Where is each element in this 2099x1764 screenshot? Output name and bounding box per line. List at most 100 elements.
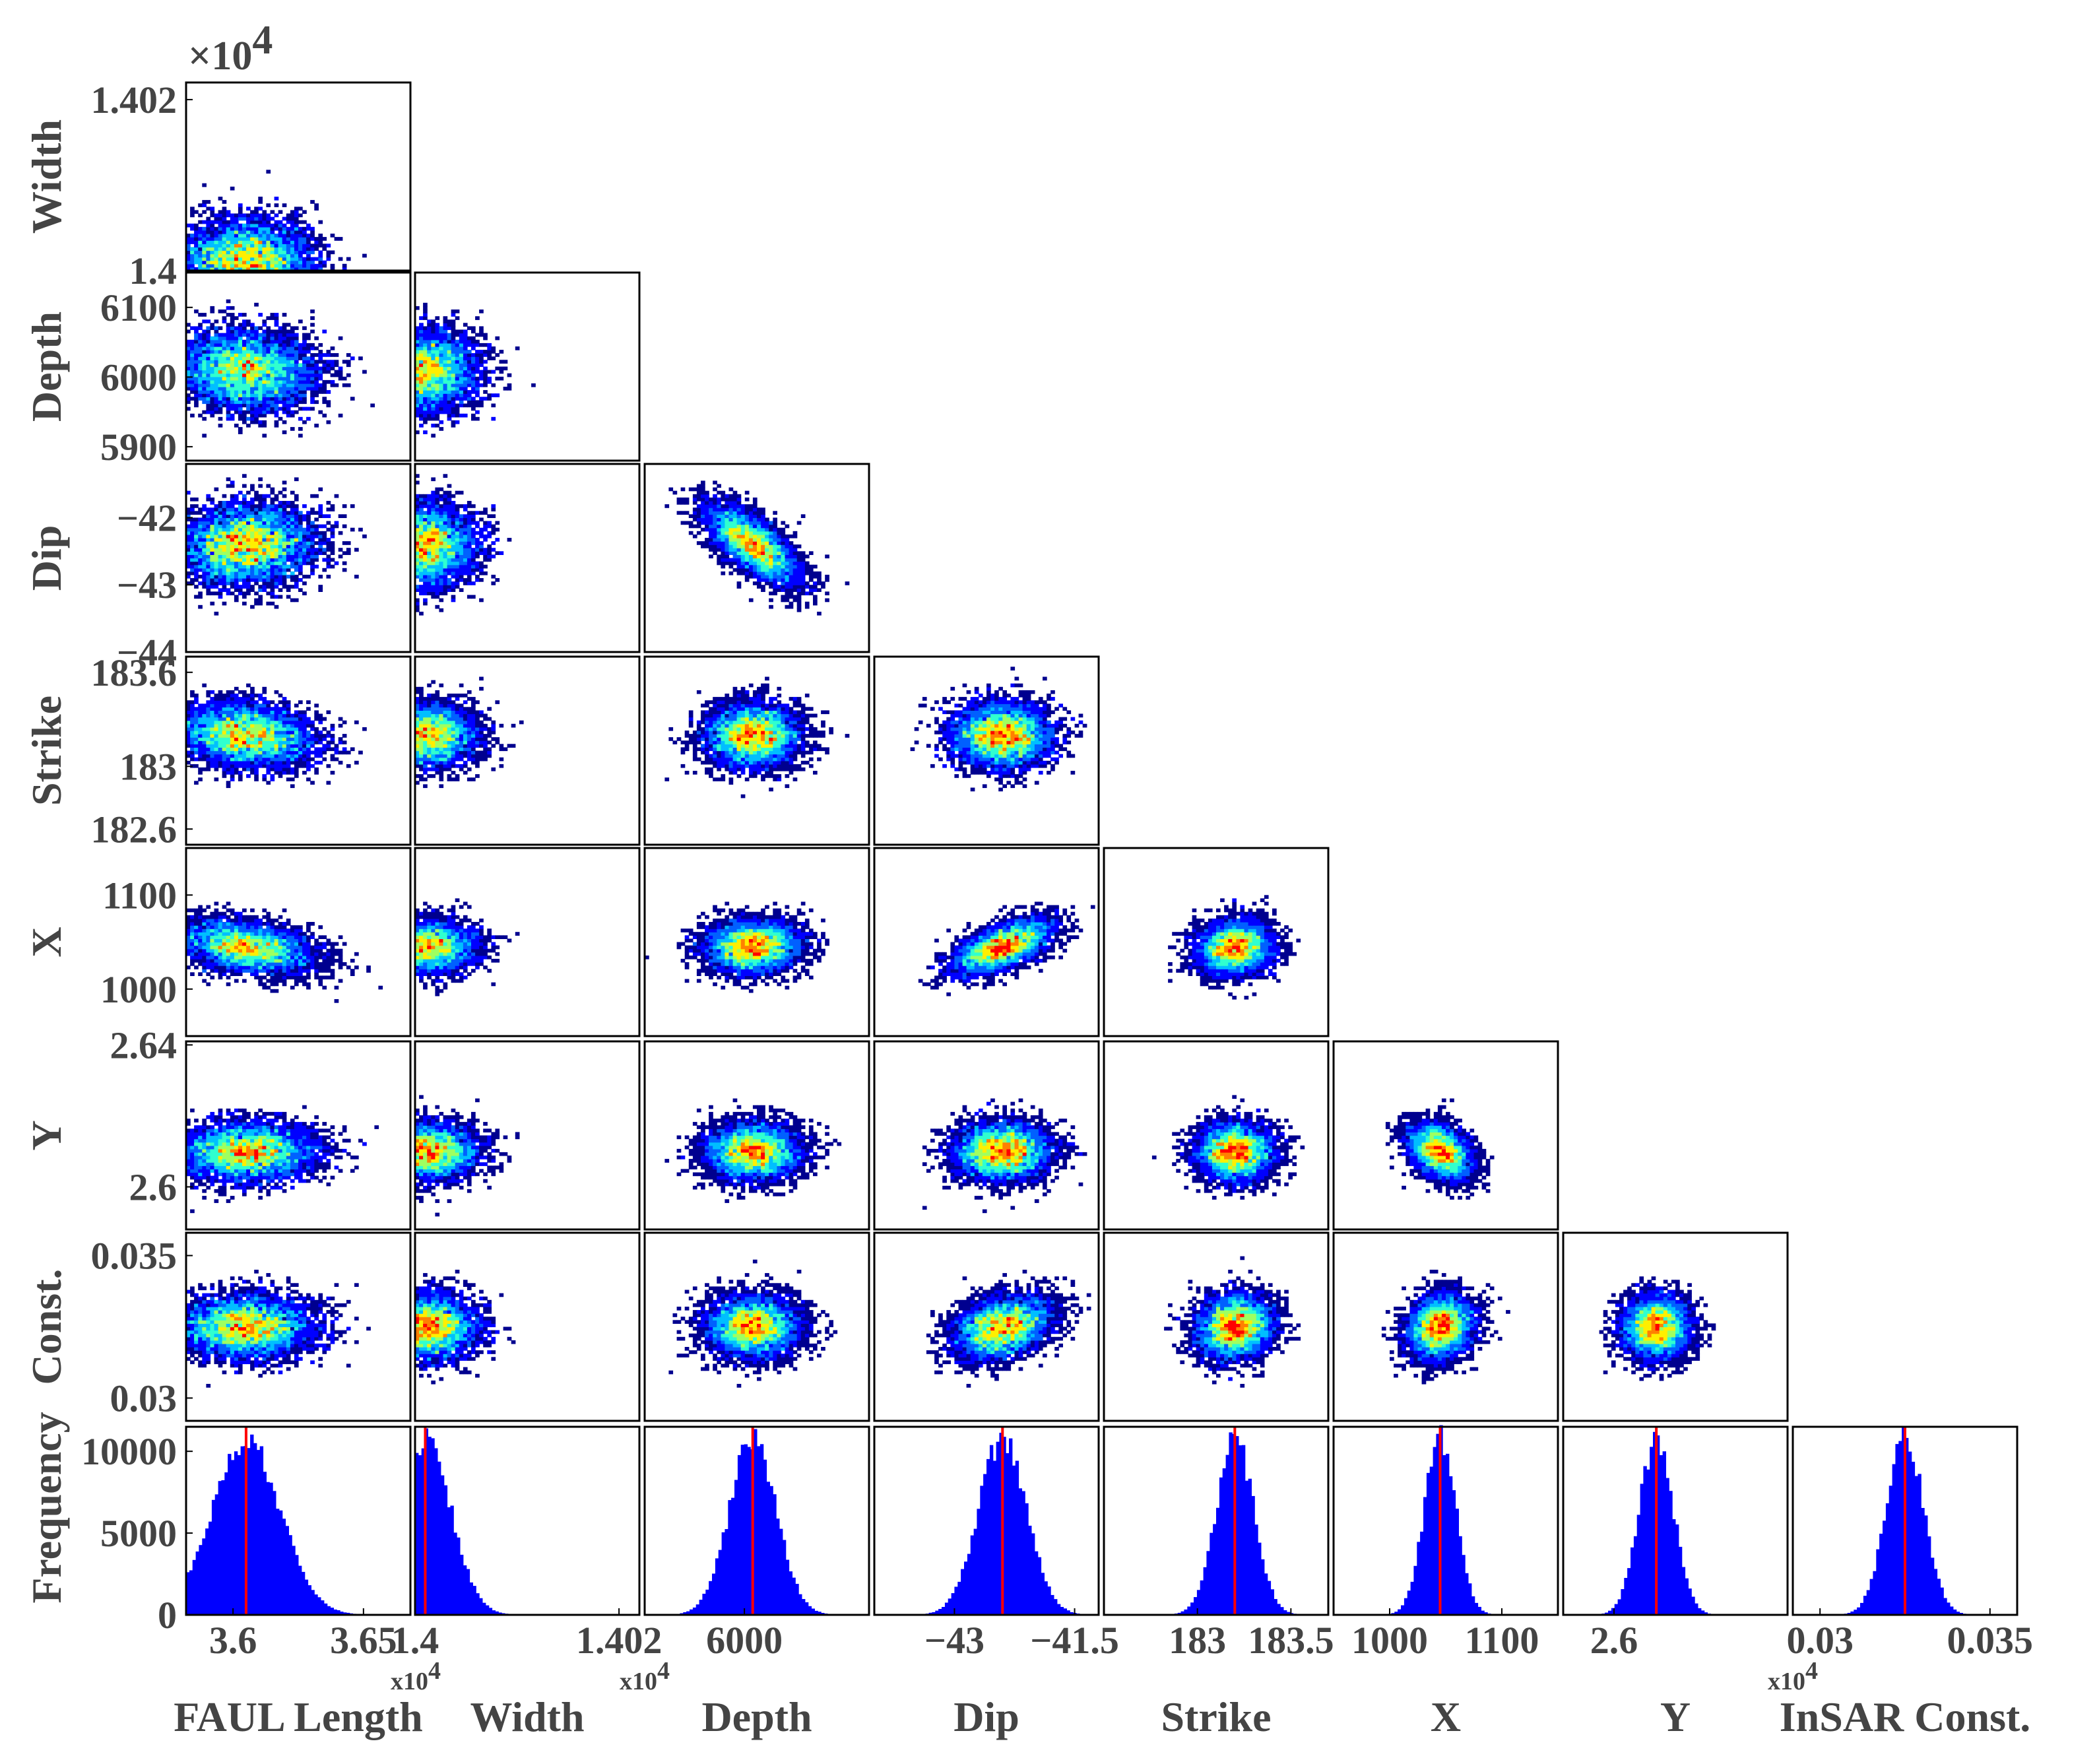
density-cell — [226, 403, 231, 408]
density-cell — [214, 734, 219, 738]
density-cell — [206, 710, 211, 715]
density-cell — [270, 363, 275, 368]
density-cell — [298, 551, 303, 555]
density-cell — [286, 760, 291, 765]
density-cell — [258, 253, 263, 258]
density-cell — [455, 541, 460, 545]
density-cell — [286, 585, 291, 589]
density-cell — [748, 561, 754, 566]
density-cell — [427, 521, 432, 525]
density-cell — [302, 548, 307, 552]
density-cell — [258, 223, 263, 228]
density-cell — [471, 387, 476, 391]
density-cell — [222, 360, 227, 364]
density-cell — [226, 511, 231, 515]
density-cell — [696, 541, 701, 545]
density-cell — [254, 326, 259, 331]
density-cell — [194, 720, 199, 725]
density-cell — [254, 514, 259, 518]
density-cell — [423, 527, 428, 532]
density-cell — [298, 226, 303, 231]
density-cell — [234, 517, 239, 522]
density-cell — [254, 767, 259, 771]
density-cell — [262, 329, 267, 334]
density-cell — [278, 250, 283, 255]
density-cell — [206, 517, 211, 522]
density-cell — [415, 376, 420, 381]
density-cell — [728, 527, 734, 532]
density-cell — [318, 383, 323, 387]
density-cell — [238, 329, 243, 334]
density-cell — [234, 771, 239, 775]
density-cell — [250, 376, 255, 381]
density-cell — [242, 568, 247, 572]
density-cell — [218, 700, 223, 704]
density-cell — [765, 554, 769, 559]
density-cell — [302, 574, 307, 579]
density-cell — [310, 531, 315, 535]
density-cell — [238, 697, 243, 701]
density-cell — [198, 564, 203, 569]
density-cell — [194, 734, 199, 738]
density-cell — [274, 760, 279, 765]
density-cell — [218, 400, 223, 405]
density-cell — [302, 379, 307, 384]
density-cell — [262, 383, 267, 387]
density-cell — [310, 363, 315, 368]
density-cell — [431, 424, 436, 428]
density-cell — [234, 717, 239, 721]
density-cell — [222, 244, 227, 247]
density-cell — [455, 551, 460, 555]
density-cell — [701, 480, 705, 485]
density-cell — [186, 717, 191, 721]
density-cell — [186, 551, 191, 555]
density-cell — [242, 727, 247, 731]
density-cell — [234, 336, 239, 341]
density-cell — [451, 544, 456, 548]
density-cell — [471, 548, 476, 552]
density-cell — [725, 524, 730, 529]
density-cell — [250, 734, 255, 738]
density-cell — [226, 250, 231, 255]
density-cell — [214, 767, 219, 771]
density-cell — [190, 397, 195, 401]
density-cell — [266, 511, 271, 515]
density-cell — [342, 568, 347, 572]
density-cell — [415, 544, 420, 548]
density-cell — [423, 541, 428, 545]
density-cell — [435, 564, 440, 569]
density-cell — [286, 707, 291, 711]
density-cell — [282, 754, 287, 758]
density-cell — [789, 601, 794, 606]
density-cell — [463, 554, 468, 559]
density-cell — [246, 551, 251, 555]
density-cell — [250, 694, 255, 698]
density-cell — [471, 561, 476, 566]
density-cell — [222, 703, 227, 707]
density-cell — [748, 554, 754, 559]
density-cell — [242, 591, 247, 596]
density-cell — [198, 777, 203, 781]
density-cell — [222, 561, 227, 566]
density-cell — [439, 390, 444, 394]
density-cell — [443, 504, 448, 508]
density-cell — [435, 490, 440, 495]
density-cell — [254, 601, 259, 606]
density-cell — [206, 527, 211, 532]
density-cell — [266, 316, 271, 320]
density-cell — [282, 383, 287, 387]
density-cell — [202, 353, 207, 357]
density-cell — [222, 350, 227, 354]
density-cell — [777, 585, 782, 589]
density-cell — [455, 764, 460, 768]
density-cell — [270, 350, 275, 354]
density-cell — [202, 524, 207, 529]
density-cell — [222, 554, 227, 559]
density-cell — [765, 568, 769, 572]
density-cell — [732, 527, 738, 532]
density-cell — [262, 686, 267, 691]
density-cell — [218, 517, 223, 522]
density-cell — [218, 253, 223, 258]
density-cell — [443, 494, 448, 498]
density-cell — [206, 524, 211, 529]
